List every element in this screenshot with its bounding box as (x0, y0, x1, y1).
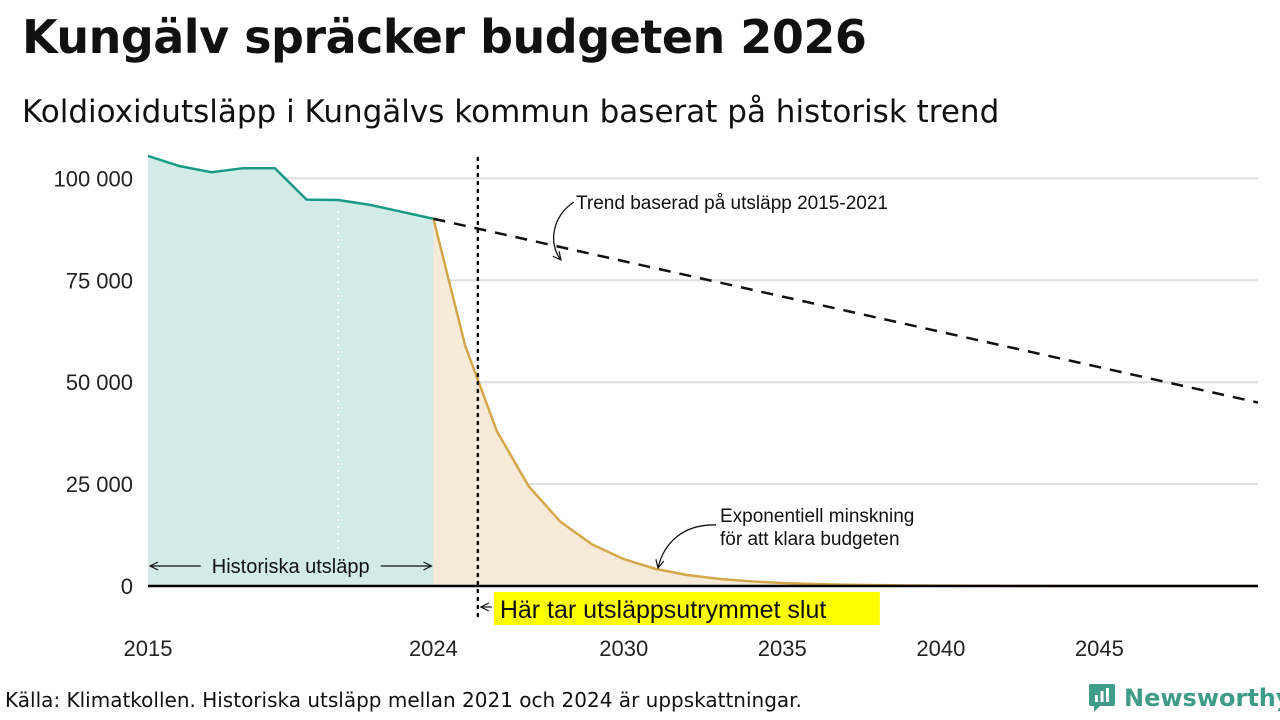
trend-line (433, 217, 1259, 404)
chart-title: Kungälv spräcker budgeten 2026 (22, 10, 867, 64)
y-tick-label: 75 000 (66, 268, 133, 293)
budget-end-highlight (493, 592, 880, 625)
y-tick-label: 25 000 (66, 472, 133, 497)
x-tick-label: 2045 (1075, 636, 1124, 661)
source-note: Källa: Klimatkollen. Historiska utsläpp … (5, 688, 802, 712)
historical-line (147, 154, 434, 220)
budget-area (433, 218, 1258, 587)
exp-label-line2: för att klara budgeten (720, 529, 900, 550)
historical-label: Historiska utsläpp (212, 556, 370, 578)
y-tick-label: 0 (121, 574, 133, 599)
chart-subtitle: Koldioxidutsläpp i Kungälvs kommun baser… (22, 94, 1000, 130)
axes: 0 25 000 50 000 75 000 100 000 2015 2024 2030 20… (53, 156, 1258, 661)
exp-label-line1: Exponentiell minskning (720, 506, 914, 527)
historical-label-bg (200, 552, 381, 580)
trend-label: Trend baserad på utsläpp 2015-2021 (576, 193, 888, 214)
x-tick-label: 2030 (599, 636, 648, 661)
brand-name: Newsworthy (1124, 684, 1280, 712)
x-tick-label: 2015 (124, 636, 173, 661)
series-areas (148, 155, 1258, 587)
x-tick-label: 2040 (916, 636, 965, 661)
x-tick-label: 2024 (409, 636, 458, 661)
trend-label-arrow (554, 201, 575, 260)
budget-end-label: Här tar utsläppsutrymmet slut (500, 596, 827, 624)
y-tick-label: 100 000 (53, 166, 133, 191)
annotations: Trend baserad på utsläpp 2015-2021 Expone… (150, 193, 914, 625)
y-tick-label: 50 000 (66, 370, 133, 395)
x-tick-label: 2035 (758, 636, 807, 661)
historical-area (148, 155, 434, 586)
brand-logo: Newsworthy (1088, 683, 1280, 713)
bar-chart-speech-bubble-icon (1089, 684, 1115, 712)
exp-label-arrow (658, 524, 717, 568)
